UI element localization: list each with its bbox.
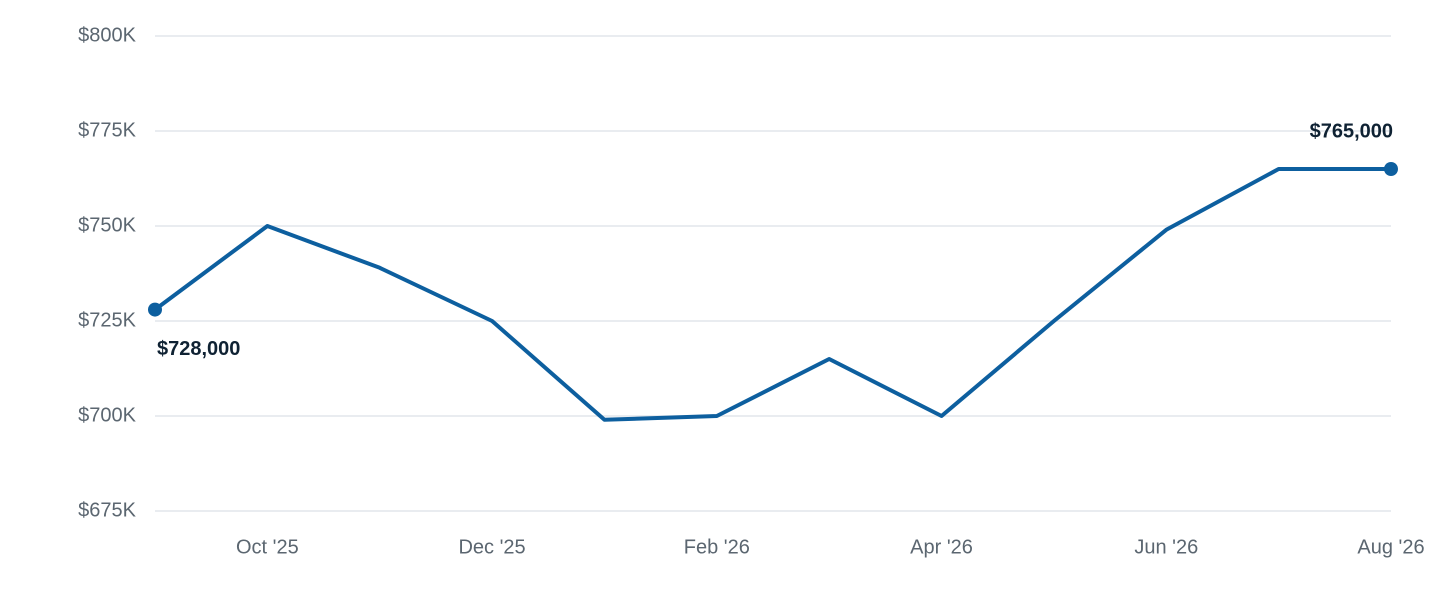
x-tick-label: Oct '25 (236, 536, 299, 558)
y-tick-label: $700K (78, 404, 136, 426)
y-tick-label: $775K (78, 119, 136, 141)
end-point (148, 302, 162, 317)
y-tick-label: $675K (78, 499, 136, 521)
x-tick-label: Dec '25 (458, 536, 525, 558)
x-tick-label: Jun '26 (1134, 536, 1198, 558)
y-tick-label: $725K (78, 309, 136, 331)
x-tick-label: Apr '26 (910, 536, 973, 558)
end-point (1384, 162, 1398, 176)
value-label: $765,000 (1310, 120, 1393, 142)
line (153, 167, 1391, 422)
y-tick-label: $800K (78, 24, 136, 46)
value-label: $728,000 (157, 338, 240, 360)
y-tick-label: $750K (78, 214, 136, 236)
x-tick-label: Aug '26 (1357, 536, 1424, 558)
x-tick-label: Feb '26 (684, 536, 750, 558)
